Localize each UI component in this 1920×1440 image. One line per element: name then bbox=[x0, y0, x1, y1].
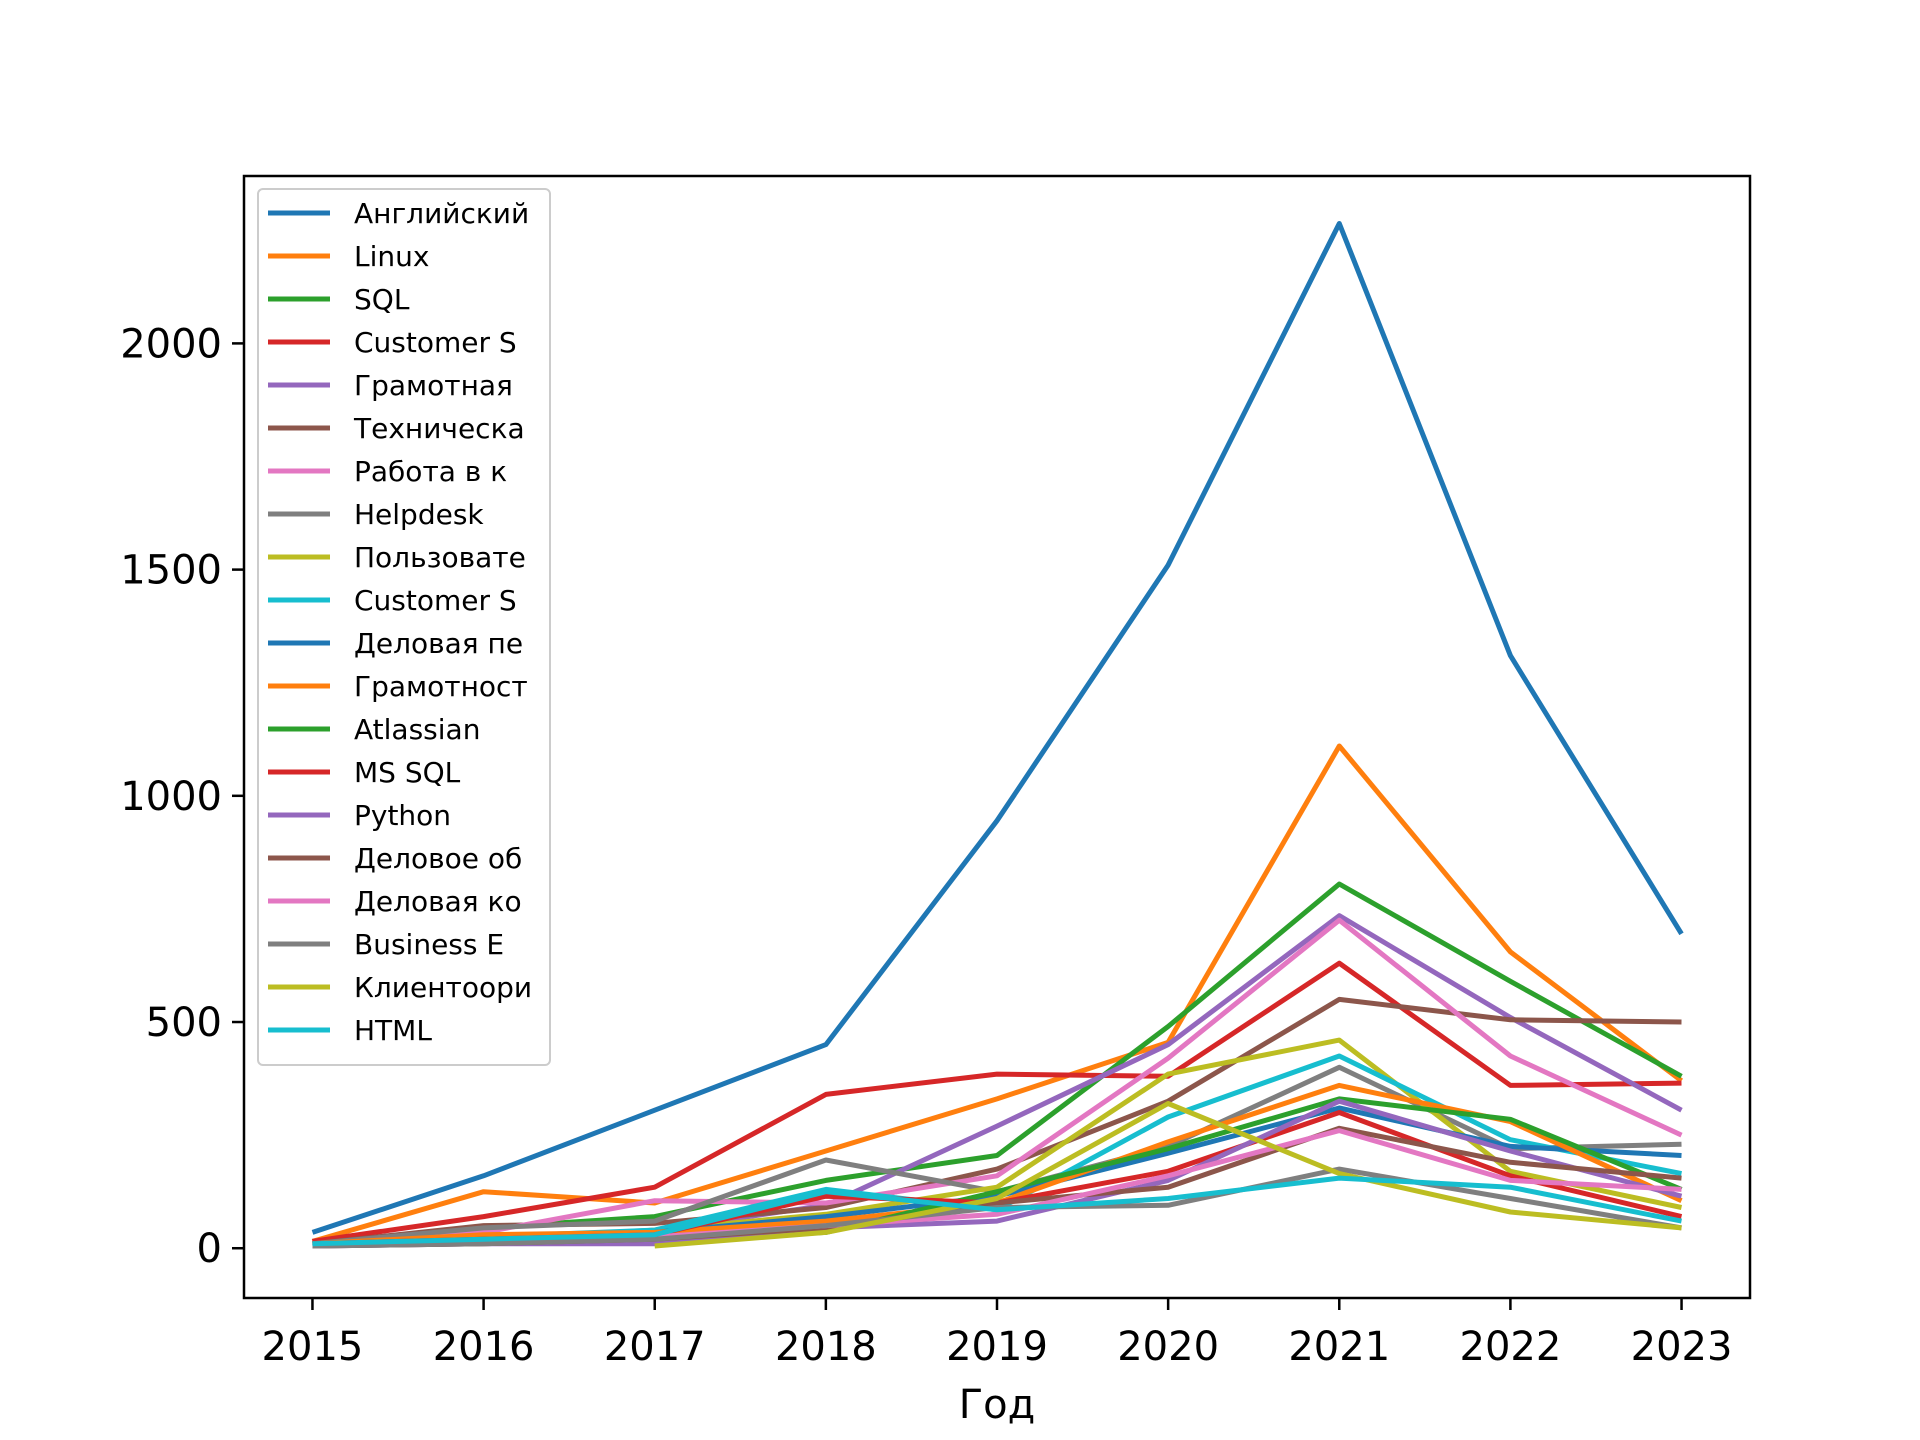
series-line-7 bbox=[312, 917, 1683, 1247]
legend-box bbox=[257, 188, 551, 1066]
y-tick-label: 1500 bbox=[120, 548, 222, 594]
legend-label: Деловое об bbox=[354, 842, 522, 875]
y-tick-label: 1000 bbox=[120, 774, 222, 820]
series-line-19 bbox=[654, 1101, 1682, 1249]
legend-label: Клиентоори bbox=[354, 971, 532, 1004]
legend-label: Грамотная bbox=[354, 369, 513, 402]
series-line-1 bbox=[311, 221, 1684, 1235]
legend-label: SQL bbox=[354, 283, 410, 316]
legend-label: Atlassian bbox=[354, 713, 480, 746]
x-tick-label: 2017 bbox=[604, 1324, 706, 1370]
x-tick-label: 2019 bbox=[946, 1324, 1048, 1370]
x-tick-label: 2020 bbox=[1117, 1324, 1219, 1370]
series-layer bbox=[311, 221, 1684, 1249]
x-tick-label: 2015 bbox=[262, 1324, 364, 1370]
legend-label: Деловая ко bbox=[354, 885, 522, 918]
series-line-4 bbox=[312, 960, 1682, 1244]
x-tick-label: 2021 bbox=[1288, 1324, 1390, 1370]
legend-label: Customer S bbox=[354, 326, 517, 359]
legend-label: Business E bbox=[354, 928, 504, 961]
x-tick-label: 2018 bbox=[775, 1324, 877, 1370]
legend-label: Работа в к bbox=[354, 455, 507, 488]
legend-label: Деловая пе bbox=[354, 627, 523, 660]
legend: Английский Linux SQL Customer S Грамотная Тех… bbox=[257, 188, 551, 1066]
legend-label: MS SQL bbox=[354, 756, 461, 789]
x-tick-label: 2016 bbox=[433, 1324, 535, 1370]
legend-label: Английский bbox=[354, 197, 529, 230]
x-tick-label: 2022 bbox=[1460, 1324, 1562, 1370]
x-axis: 2015 2016 2017 2018 2019 2020 2021 2022 2023 bbox=[262, 1298, 1733, 1370]
y-axis: 0 500 1000 1500 2000 bbox=[120, 321, 244, 1272]
legend-label: Грамотност bbox=[354, 670, 528, 703]
y-tick-label: 0 bbox=[197, 1226, 222, 1272]
legend-label: Python bbox=[354, 799, 451, 832]
legend-label: Helpdesk bbox=[354, 498, 484, 531]
y-tick-label: 500 bbox=[146, 1000, 222, 1046]
x-axis-title: Год bbox=[959, 1382, 1036, 1428]
legend-label: HTML bbox=[354, 1014, 432, 1047]
series-line-2 bbox=[311, 743, 1684, 1244]
x-tick-label: 2023 bbox=[1631, 1324, 1733, 1370]
legend-label: Customer S bbox=[354, 584, 517, 617]
legend-label: Пользовате bbox=[354, 541, 526, 574]
legend-label: Linux bbox=[354, 240, 429, 273]
y-tick-label: 2000 bbox=[120, 321, 222, 367]
series-line-20 bbox=[312, 1175, 1682, 1247]
legend-label: Техническа bbox=[353, 412, 525, 445]
